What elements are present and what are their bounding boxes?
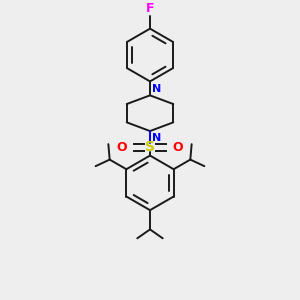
Text: N: N xyxy=(152,84,162,94)
Text: O: O xyxy=(117,141,127,154)
Text: O: O xyxy=(173,141,183,154)
Text: N: N xyxy=(152,133,162,142)
Text: S: S xyxy=(145,140,155,154)
Text: F: F xyxy=(146,2,154,15)
